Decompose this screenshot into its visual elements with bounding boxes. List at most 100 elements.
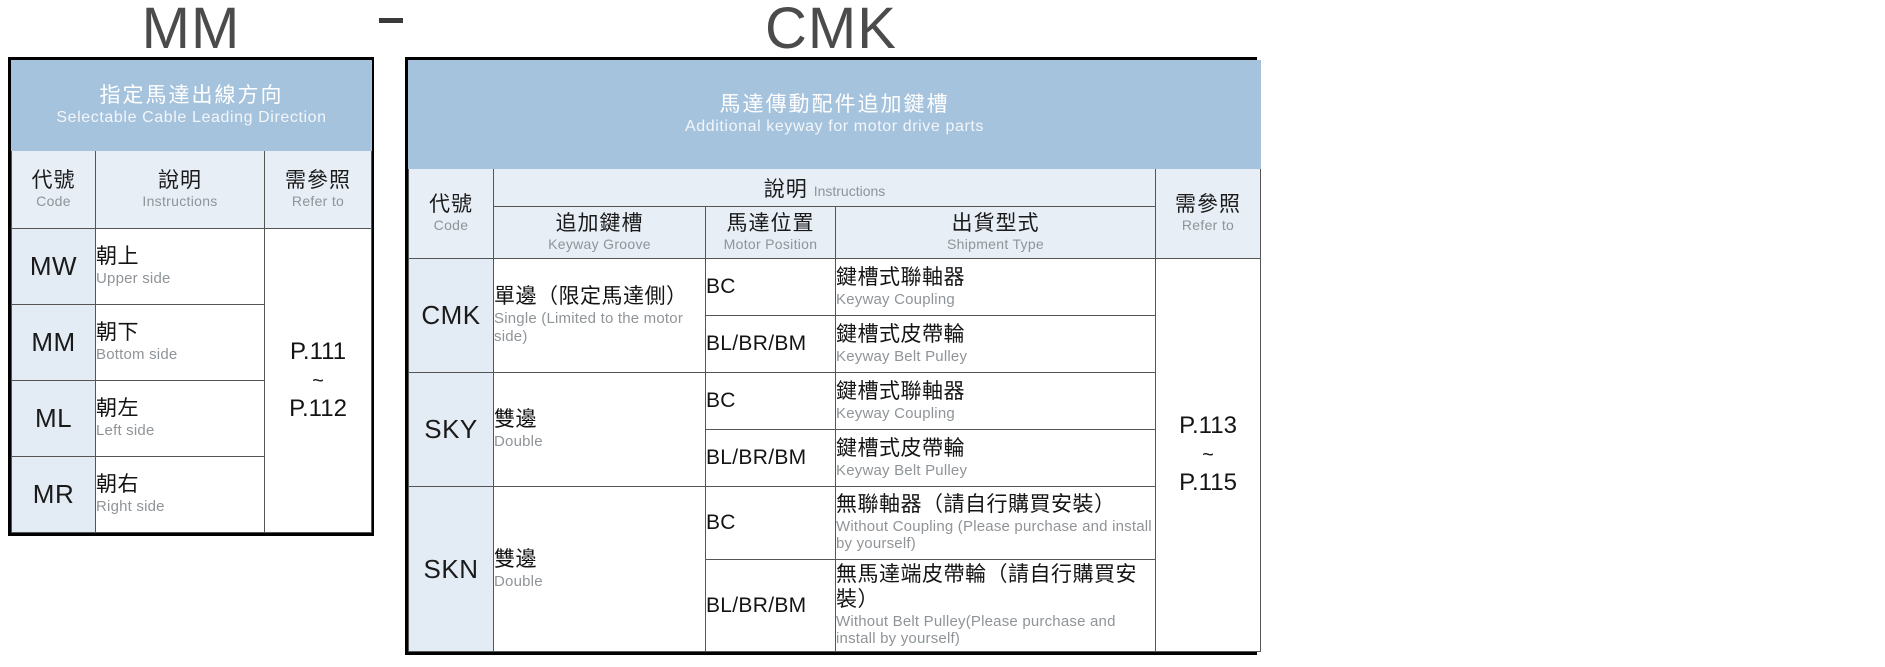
left-col-header-code-en: Code xyxy=(36,193,71,210)
left-row-desc-mr-cn: 朝右 xyxy=(96,473,139,497)
right-group-keyway-cmk-en: Single (Limited to the motor side) xyxy=(494,310,684,345)
right-shipment-skn-bc-en: Without Coupling (Please purchase and in… xyxy=(836,517,1152,553)
right-col-header-instructions: 說明 Instructions xyxy=(493,168,1156,207)
right-shipment-cmk-blbrbm-cn: 鍵槽式皮帶輪 xyxy=(836,322,965,346)
right-col-header-motor-position-cn: 馬達位置 xyxy=(726,212,815,236)
right-col-header-shipment-type: 出貨型式 Shipment Type xyxy=(835,206,1156,259)
right-refer-to-cell: P.113 ~ P.115 xyxy=(1155,258,1261,652)
left-col-header-refer: 需參照 Refer to xyxy=(263,150,373,229)
left-col-header-refer-cn: 需參照 xyxy=(285,169,352,193)
right-position-cmk-blbrbm: BL/BR/BM xyxy=(705,315,836,373)
right-shipment-skn-bc-cn: 無聯軸器（請自行購買安裝） xyxy=(836,492,1116,516)
right-group-code-skn: SKN xyxy=(408,486,494,652)
right-group-code-cmk: CMK xyxy=(408,258,494,373)
right-shipment-sky-bc-cn: 鍵槽式聯軸器 xyxy=(836,379,965,403)
right-col-header-code-cn: 代號 xyxy=(429,193,473,217)
left-refer-from: P.111 xyxy=(289,337,347,365)
left-row-desc-mw-en: Upper side xyxy=(96,270,171,288)
left-banner-en: Selectable Cable Leading Direction xyxy=(56,108,327,126)
right-shipment-cmk-bc-cn: 鍵槽式聯軸器 xyxy=(836,265,965,289)
left-row-desc-mm-cn: 朝下 xyxy=(96,321,139,345)
right-shipment-cmk-blbrbm-en: Keyway Belt Pulley xyxy=(836,347,968,365)
right-position-sky-bc: BC xyxy=(705,372,836,430)
right-shipment-sky-blbrbm-en: Keyway Belt Pulley xyxy=(836,461,968,479)
left-refer-to: P.112 xyxy=(289,394,347,422)
left-row-desc-mr: 朝右 Right side xyxy=(95,456,265,533)
right-col-header-shipment-type-en: Shipment Type xyxy=(946,236,1045,253)
right-group-keyway-sky-en: Double xyxy=(494,433,543,451)
left-row-code-ml: ML xyxy=(11,380,96,457)
right-header-row-1: 代號 Code 說明 Instructions 需參照 Refer to xyxy=(408,168,1261,259)
right-shipment-skn-blbrbm-cn: 無馬達端皮帶輪（請自行購買安裝） xyxy=(836,563,1137,611)
left-row-code-mw: MW xyxy=(11,228,96,305)
right-banner-en: Additional keyway for motor drive parts xyxy=(684,117,985,135)
left-row-code-mr: MR xyxy=(11,456,96,533)
table-row: CMK 單邊（限定馬達側） Single (Limited to the mot… xyxy=(408,258,1261,652)
left-row-desc-ml-cn: 朝左 xyxy=(96,397,139,421)
left-row-desc-mr-en: Right side xyxy=(96,498,165,516)
left-row-desc-mm-en: Bottom side xyxy=(96,346,178,364)
left-banner-cn: 指定馬達出線方向 xyxy=(99,83,284,107)
left-row-desc-mm: 朝下 Bottom side xyxy=(95,304,265,381)
right-banner-row: 馬達傳動配件追加鍵槽 Additional keyway for motor d… xyxy=(408,60,1261,169)
right-shipment-sky-blbrbm: 鍵槽式皮帶輪 Keyway Belt Pulley xyxy=(835,429,1156,487)
right-col-header-keyway-groove-cn: 追加鍵槽 xyxy=(555,212,644,236)
right-refer-tilde: ~ xyxy=(1202,444,1214,466)
right-group-keyway-cmk: 單邊（限定馬達側） Single (Limited to the motor s… xyxy=(493,258,706,373)
right-shipment-skn-bc: 無聯軸器（請自行購買安裝） Without Coupling (Please p… xyxy=(835,486,1156,560)
right-header-row-2: 追加鍵槽 Keyway Groove 馬達位置 Motor Position 出… xyxy=(409,206,1261,259)
right-position-skn-blbrbm: BL/BR/BM xyxy=(705,559,836,652)
right-shipment-sky-bc: 鍵槽式聯軸器 Keyway Coupling xyxy=(835,372,1156,430)
right-shipment-skn-blbrbm: 無馬達端皮帶輪（請自行購買安裝） Without Belt Pulley(Ple… xyxy=(835,559,1156,652)
left-title-block: MM xyxy=(8,0,374,62)
right-col-header-code-en: Code xyxy=(433,217,469,234)
right-title-block: CMK xyxy=(405,0,1257,62)
right-col-header-refer-cn: 需參照 xyxy=(1175,193,1241,217)
separator-dash xyxy=(379,18,403,23)
cable-leading-direction-table: 指定馬達出線方向 Selectable Cable Leading Direct… xyxy=(8,57,374,536)
right-position-cmk-bc: BC xyxy=(705,258,836,316)
right-shipment-sky-bc-en: Keyway Coupling xyxy=(836,404,955,422)
right-banner-cn: 馬達傳動配件追加鍵槽 xyxy=(719,92,950,116)
table-row: BL/BR/BM 無馬達端皮帶輪（請自行購買安裝） Without Belt P… xyxy=(409,559,1261,652)
additional-keyway-table: 馬達傳動配件追加鍵槽 Additional keyway for motor d… xyxy=(405,57,1261,655)
table-row: SKY 雙邊 Double BC 鍵槽式聯軸器 Keyway Coupling xyxy=(408,372,1261,487)
left-col-header-instructions: 說明 Instructions xyxy=(95,150,265,229)
right-group-keyway-skn: 雙邊 Double xyxy=(493,486,706,652)
left-col-header-code-cn: 代號 xyxy=(31,169,76,193)
right-banner-cell: 馬達傳動配件追加鍵槽 Additional keyway for motor d… xyxy=(408,60,1261,169)
right-col-header-instructions-cn: 說明 xyxy=(763,177,808,201)
right-shipment-sky-blbrbm-cn: 鍵槽式皮帶輪 xyxy=(836,436,965,460)
right-group-code-sky: SKY xyxy=(408,372,494,487)
right-group-keyway-skn-en: Double xyxy=(494,572,543,590)
table-row: MM 朝下 Bottom side xyxy=(11,304,372,381)
right-position-skn-bc: BC xyxy=(705,486,836,560)
left-code-title: MM xyxy=(141,0,241,61)
left-row-desc-mw-cn: 朝上 xyxy=(96,245,139,269)
right-col-header-instructions-en: Instructions xyxy=(813,182,886,199)
right-col-header-code: 代號 Code xyxy=(408,168,494,259)
right-code-title: CMK xyxy=(765,0,897,61)
right-refer-to: P.115 xyxy=(1179,469,1237,496)
left-refer-tilde: ~ xyxy=(312,369,324,392)
right-group-keyway-skn-cn: 雙邊 xyxy=(494,547,537,571)
right-col-header-keyway-groove: 追加鍵槽 Keyway Groove xyxy=(493,206,706,259)
right-group-keyway-cmk-cn: 單邊（限定馬達側） xyxy=(494,285,688,309)
right-col-header-shipment-type-cn: 出貨型式 xyxy=(951,212,1040,236)
left-banner-row: 指定馬達出線方向 Selectable Cable Leading Direct… xyxy=(10,60,373,151)
left-col-header-instructions-en: Instructions xyxy=(142,193,218,210)
left-col-header-refer-en: Refer to xyxy=(291,193,345,210)
right-col-header-refer: 需參照 Refer to xyxy=(1155,168,1261,259)
right-col-header-motor-position-en: Motor Position xyxy=(723,236,818,253)
table-row: MW 朝上 Upper side P.111 ~ P.112 xyxy=(11,228,373,533)
right-position-sky-blbrbm: BL/BR/BM xyxy=(705,429,836,487)
right-shipment-skn-blbrbm-en: Without Belt Pulley(Please purchase and … xyxy=(836,612,1116,648)
table-row: ML 朝左 Left side xyxy=(11,380,372,457)
right-shipment-cmk-blbrbm: 鍵槽式皮帶輪 Keyway Belt Pulley xyxy=(835,315,1156,373)
left-row-code-mm: MM xyxy=(11,304,96,381)
table-row: BL/BR/BM 鍵槽式皮帶輪 Keyway Belt Pulley xyxy=(409,315,1261,373)
left-header-row: 代號 Code 說明 Instructions 需參照 Refer to xyxy=(11,150,373,229)
right-col-header-motor-position: 馬達位置 Motor Position xyxy=(705,206,836,259)
right-refer-from: P.113 xyxy=(1179,412,1237,440)
